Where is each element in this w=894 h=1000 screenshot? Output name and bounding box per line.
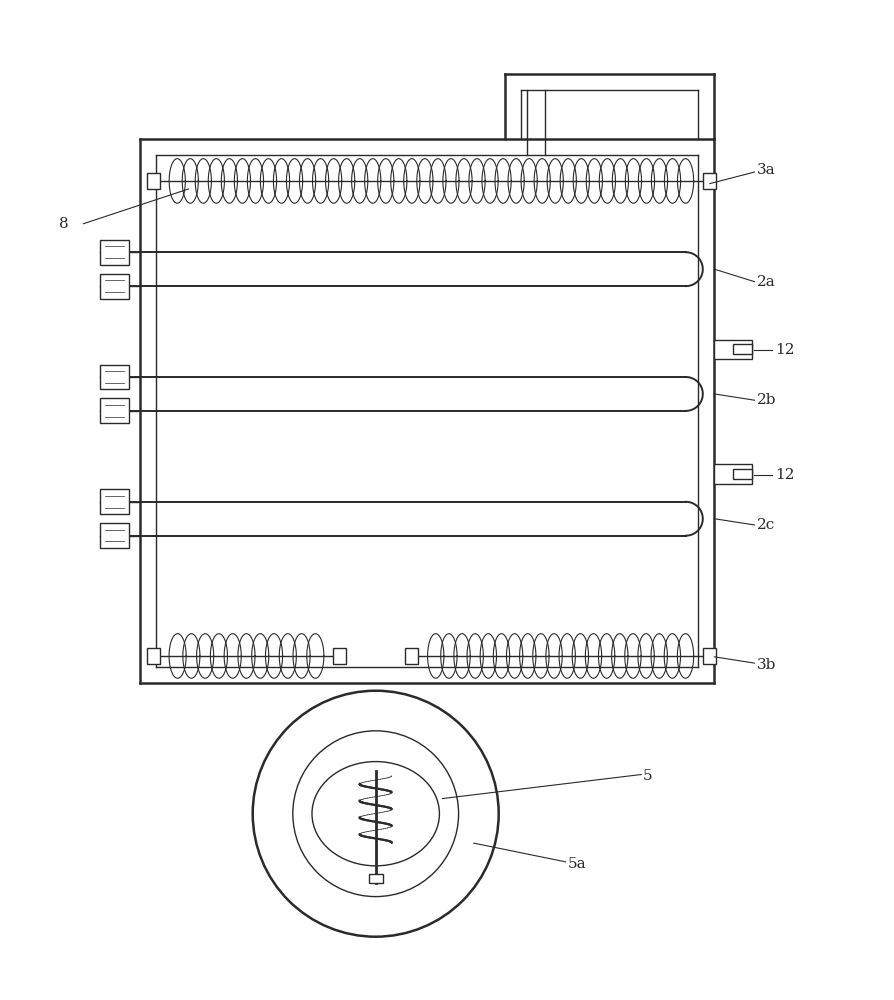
Text: 12: 12 xyxy=(775,468,795,482)
Bar xyxy=(100,240,129,265)
Bar xyxy=(100,365,129,389)
Bar xyxy=(147,648,160,664)
Bar xyxy=(100,523,129,548)
Circle shape xyxy=(293,731,459,897)
Ellipse shape xyxy=(312,762,440,866)
Bar xyxy=(100,489,129,514)
Bar xyxy=(147,173,160,189)
Text: 5a: 5a xyxy=(568,857,586,871)
Bar xyxy=(100,398,129,423)
Text: 2b: 2b xyxy=(757,393,777,407)
Bar xyxy=(405,648,418,664)
Text: 3b: 3b xyxy=(757,658,777,672)
Bar xyxy=(703,648,716,664)
Bar xyxy=(714,340,752,359)
Bar xyxy=(368,874,383,883)
Text: 3a: 3a xyxy=(757,163,776,177)
Bar xyxy=(714,464,752,484)
Bar xyxy=(733,344,752,354)
Text: 2a: 2a xyxy=(757,275,776,289)
Bar xyxy=(100,274,129,299)
Text: 12: 12 xyxy=(775,343,795,357)
Text: 5: 5 xyxy=(643,769,653,783)
Circle shape xyxy=(253,691,499,937)
Text: 8: 8 xyxy=(59,217,69,231)
Bar xyxy=(333,648,346,664)
Bar xyxy=(703,173,716,189)
Bar xyxy=(733,469,752,479)
Text: 2c: 2c xyxy=(757,518,775,532)
